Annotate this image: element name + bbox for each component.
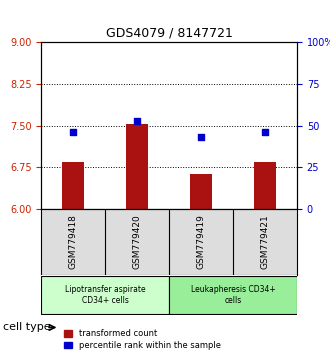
- Point: [198, 135, 204, 140]
- Bar: [190, 174, 212, 209]
- Bar: [126, 125, 148, 209]
- Bar: [62, 161, 84, 209]
- Text: GSM779419: GSM779419: [197, 215, 206, 269]
- Point: [135, 118, 140, 124]
- Text: Leukapheresis CD34+
cells: Leukapheresis CD34+ cells: [191, 285, 276, 305]
- Text: Lipotransfer aspirate
CD34+ cells: Lipotransfer aspirate CD34+ cells: [65, 285, 146, 305]
- Text: GSM779420: GSM779420: [133, 215, 142, 269]
- Point: [71, 130, 76, 135]
- Text: GSM779418: GSM779418: [69, 215, 78, 269]
- Text: GSM779421: GSM779421: [260, 215, 270, 269]
- Bar: [254, 161, 276, 209]
- FancyBboxPatch shape: [41, 276, 169, 314]
- Text: cell type: cell type: [3, 322, 51, 332]
- Point: [262, 130, 268, 135]
- Legend: transformed count, percentile rank within the sample: transformed count, percentile rank withi…: [64, 329, 220, 350]
- Title: GDS4079 / 8147721: GDS4079 / 8147721: [106, 27, 233, 40]
- FancyBboxPatch shape: [169, 276, 297, 314]
